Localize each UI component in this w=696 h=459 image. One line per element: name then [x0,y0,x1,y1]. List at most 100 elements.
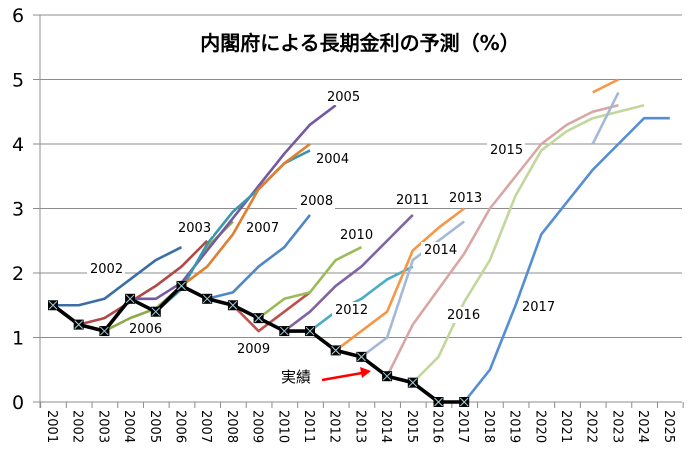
label-bg [324,89,362,105]
arrow-head-icon [360,367,371,378]
series-line-2014 [360,220,465,358]
y-tick-label: 3 [12,199,24,221]
label-bg [446,190,484,206]
series-line-2007 [180,142,311,287]
actual-marker [176,280,187,291]
series-label-2016: 2016 [447,308,480,323]
x-tick-label: 2005 [147,410,162,443]
label-bg [332,302,370,318]
series-line-extra [592,78,619,94]
series-label-2007: 2007 [246,221,279,236]
x-tick-label: 2001 [44,410,59,443]
series-label-2012: 2012 [335,303,368,318]
x-tick-label: 2020 [532,410,547,443]
label-bg [487,142,525,158]
x-axis: 2001 2002 2003 2004 2005 2006 2007 2008 2009 2010… [40,402,684,443]
label-bg [297,193,335,209]
x-tick-label: 2010 [275,410,290,443]
actual-marker [382,371,393,382]
series-line-2009 [231,291,311,333]
series-label-2004: 2004 [316,152,349,167]
x-tick-label: 2025 [661,410,676,443]
series-label-2014: 2014 [424,243,457,258]
x-tick-label: 2007 [198,410,213,443]
series-label-2005: 2005 [327,90,360,105]
y-tick-label: 2 [12,263,24,285]
actual-series [48,280,470,407]
actual-marker [48,300,58,311]
series-labels: 2002 2003 2004 2005 2006 2007 2008 2009 2010 2011… [87,89,557,386]
x-tick-label: 2023 [609,410,624,443]
series-label-2013: 2013 [449,191,482,206]
actual-marker [305,326,315,337]
actual-marker [125,293,136,304]
actual-marker [150,306,161,317]
x-tick-label: 2017 [455,410,470,443]
x-tick-label: 2006 [173,410,188,443]
y-axis-ticks: 0 1 2 3 4 5 6 [12,5,24,414]
label-bg [87,261,125,277]
x-tick-label: 2019 [507,410,522,443]
series-line-2013 [334,207,465,352]
series-label-2011: 2011 [396,193,429,208]
actual-marker [433,397,444,407]
label-bg [337,227,375,243]
label-bg [234,341,272,357]
x-tick-label: 2003 [95,410,110,443]
x-tick-label: 2016 [430,410,445,443]
series-label-2010: 2010 [340,228,373,243]
x-tick-label: 2012 [327,410,342,443]
x-tick-label: 2018 [481,410,496,443]
label-bg [393,192,431,208]
series-line-2012 [309,265,414,333]
actual-label: 実績 [281,368,311,386]
y-tick-label: 4 [12,134,24,156]
x-tick-label: 2014 [378,410,393,443]
actual-marker [356,351,367,362]
x-tick-label: 2021 [558,410,573,443]
label-bg [444,307,482,323]
x-tick-label: 2024 [635,410,650,443]
label-bg [175,220,213,236]
series-label-2006: 2006 [129,322,162,337]
actual-marker [459,397,470,407]
y-tick-label: 1 [12,328,24,350]
series-label-2017: 2017 [522,300,555,315]
series-line-extra [591,91,620,145]
x-tick-label: 2002 [70,410,85,443]
x-tick-label: 2004 [121,410,136,443]
series-line-2011 [283,214,414,333]
series-label-2009: 2009 [237,342,270,357]
x-tick-label: 2022 [584,410,599,443]
series-line-2005 [130,104,337,301]
y-tick-label: 6 [12,5,24,27]
arrow-icon [321,371,363,382]
label-bg [126,321,164,337]
y-tick-label: 0 [12,392,24,414]
series-label-2015: 2015 [490,143,523,158]
label-bg [421,242,459,258]
actual-marker [279,326,290,337]
series-line-2010 [257,246,362,320]
x-tick-label: 2008 [224,410,239,443]
actual-marker [253,313,264,324]
actual-marker [202,293,213,304]
actual-marker [330,345,341,356]
actual-marker [73,319,84,330]
forecast-series [53,78,670,403]
chart-title: 内閣府による長期金利の予測（%） [200,31,519,55]
series-label-2002: 2002 [90,262,123,277]
actual-marker [99,326,110,337]
label-bg [313,151,351,167]
series-line-2016 [411,104,645,384]
actual-marker [407,377,418,388]
series-line-2008 [206,214,312,301]
y-tick-label: 5 [12,70,24,92]
label-bg [243,220,281,236]
series-label-2003: 2003 [178,221,211,236]
x-tick-label: 2013 [352,410,367,443]
actual-marker [227,300,238,311]
x-tick-label: 2009 [250,410,265,443]
series-line-2003 [78,239,209,326]
